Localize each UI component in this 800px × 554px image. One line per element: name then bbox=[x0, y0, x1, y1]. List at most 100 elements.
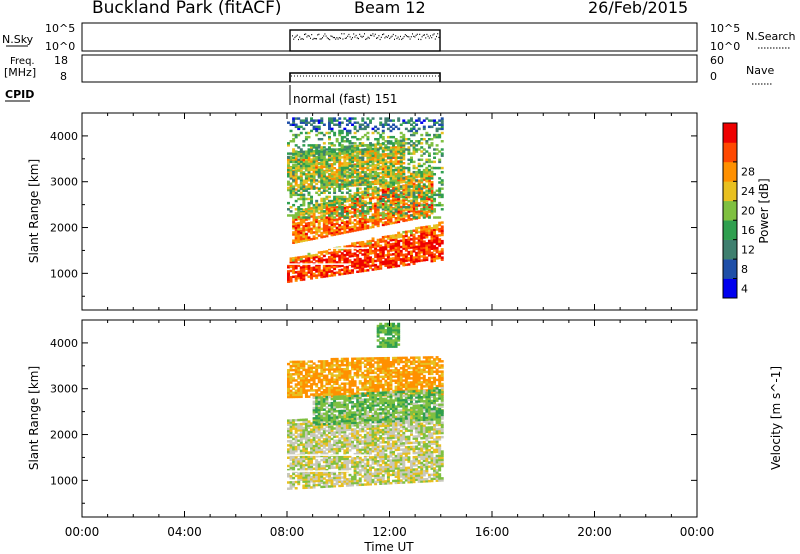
heatmap-cell bbox=[384, 186, 388, 189]
heatmap-cell bbox=[433, 208, 437, 211]
heatmap-cell bbox=[399, 249, 403, 253]
heatmap-cell bbox=[312, 254, 316, 257]
heatmap-cell bbox=[361, 240, 365, 244]
heatmap-cell bbox=[420, 197, 424, 201]
heatmap-cell bbox=[410, 195, 413, 198]
heatmap-cell bbox=[345, 184, 349, 188]
heatmap-cell bbox=[353, 127, 357, 131]
heatmap-cell bbox=[294, 487, 298, 490]
heatmap-cell bbox=[328, 215, 331, 219]
heatmap-cell bbox=[397, 434, 401, 437]
heatmap-cell bbox=[361, 158, 365, 162]
heatmap-cell bbox=[358, 179, 362, 183]
heatmap-cell bbox=[404, 259, 408, 262]
heatmap-cell bbox=[353, 117, 357, 120]
heatmap-cell bbox=[356, 423, 360, 427]
heatmap-cell bbox=[415, 175, 419, 179]
heatmap-cell bbox=[381, 212, 385, 215]
heatmap-cell bbox=[435, 166, 439, 170]
heatmap-cell bbox=[381, 250, 385, 253]
heatmap-cell bbox=[325, 423, 329, 426]
heatmap-cell bbox=[381, 175, 385, 179]
heatmap-cell bbox=[430, 177, 434, 180]
heatmap-cell bbox=[315, 459, 319, 462]
heatmap-cell bbox=[438, 254, 442, 258]
heatmap-cell bbox=[422, 191, 426, 195]
heatmap-cell bbox=[402, 247, 406, 250]
heatmap-cell bbox=[438, 127, 442, 131]
heatmap-cell bbox=[402, 263, 406, 267]
heatmap-cell bbox=[381, 190, 385, 194]
heatmap-cell bbox=[361, 196, 365, 200]
heatmap-cell bbox=[389, 205, 393, 209]
heatmap-cell bbox=[361, 135, 365, 139]
heatmap-cell bbox=[412, 146, 416, 149]
heatmap-cell bbox=[320, 179, 324, 182]
heatmap-cell bbox=[412, 199, 416, 203]
heatmap-cell bbox=[361, 156, 365, 159]
heatmap-cell bbox=[366, 150, 370, 153]
heatmap-cell bbox=[394, 206, 398, 209]
heatmap-cell bbox=[348, 220, 352, 223]
heatmap-cell bbox=[343, 472, 347, 475]
heatmap-cell bbox=[340, 227, 344, 231]
heatmap-cell bbox=[307, 254, 311, 258]
heatmap-cell bbox=[392, 463, 396, 466]
heatmap-cell bbox=[371, 260, 375, 263]
nsky-point bbox=[312, 38, 314, 41]
heatmap-cell bbox=[325, 232, 329, 236]
heatmap-cell bbox=[292, 445, 296, 449]
heatmap-cell bbox=[304, 236, 308, 240]
heatmap-cell bbox=[353, 479, 357, 483]
heatmap-cell bbox=[389, 148, 393, 151]
heatmap-cell bbox=[322, 223, 326, 226]
heatmap-cell bbox=[338, 273, 342, 276]
heatmap-cell bbox=[386, 195, 390, 199]
heatmap-cell bbox=[363, 475, 367, 478]
heatmap-cell bbox=[340, 121, 344, 124]
heatmap-cell bbox=[317, 251, 321, 254]
heatmap-cell bbox=[297, 274, 301, 278]
heatmap-cell bbox=[363, 462, 367, 466]
heatmap-cell bbox=[348, 117, 352, 120]
heatmap-cell bbox=[299, 173, 303, 176]
heatmap-cell bbox=[345, 179, 349, 182]
heatmap-cell bbox=[343, 249, 347, 253]
heatmap-cell bbox=[374, 447, 378, 451]
heatmap-cell bbox=[412, 437, 416, 440]
heatmap-cell bbox=[304, 255, 308, 258]
heatmap-cell bbox=[433, 133, 437, 137]
heatmap-cell bbox=[427, 171, 431, 174]
heatmap-cell bbox=[325, 458, 329, 462]
heatmap-cell bbox=[363, 483, 367, 486]
heatmap-cell bbox=[389, 125, 393, 129]
heatmap-cell bbox=[389, 146, 393, 149]
heatmap-cell bbox=[297, 186, 301, 189]
heatmap-cell bbox=[325, 183, 329, 186]
heatmap-cell bbox=[366, 252, 370, 256]
heatmap-cell bbox=[338, 168, 342, 172]
heatmap-cell bbox=[315, 461, 319, 464]
heatmap-cell bbox=[404, 234, 408, 238]
nsky-point bbox=[346, 37, 347, 39]
heatmap-cell bbox=[410, 233, 413, 237]
heatmap-cell bbox=[356, 456, 360, 460]
heatmap-cell bbox=[333, 478, 337, 482]
heatmap-cell bbox=[376, 210, 380, 213]
heatmap-cell bbox=[412, 474, 416, 477]
heatmap-cell bbox=[371, 243, 375, 247]
heatmap-cell bbox=[417, 237, 421, 240]
heatmap-cell bbox=[320, 450, 324, 454]
heatmap-cell bbox=[353, 125, 357, 129]
heatmap-cell bbox=[292, 261, 296, 264]
heatmap-cell bbox=[287, 450, 290, 453]
heatmap-cell bbox=[292, 225, 296, 228]
heatmap-cell bbox=[361, 458, 365, 462]
heatmap-cell bbox=[289, 257, 293, 260]
heatmap-cell bbox=[374, 265, 378, 269]
heatmap-cell bbox=[304, 449, 308, 452]
heatmap-cell bbox=[379, 265, 383, 268]
heatmap-cell bbox=[420, 185, 424, 188]
heatmap-cell bbox=[361, 452, 365, 455]
heatmap-cell bbox=[302, 239, 306, 242]
